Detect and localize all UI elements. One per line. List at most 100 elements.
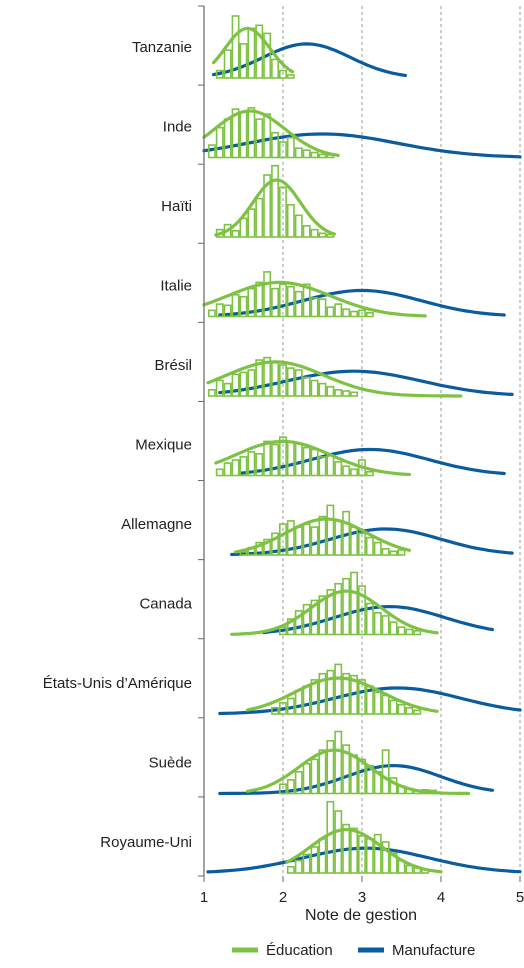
education-bar (286, 74, 295, 79)
x-tick-label: 1 (200, 889, 208, 906)
education-bar (342, 823, 351, 874)
education-bar (231, 230, 240, 238)
education-bar (294, 290, 303, 318)
education-bar (294, 214, 303, 238)
education-bar (255, 197, 264, 238)
education-bar (255, 359, 264, 397)
education-bar (286, 618, 295, 636)
education-bar (302, 603, 311, 636)
axis-layer: 1 2 3 4 5 (198, 5, 524, 906)
education-bar (357, 679, 366, 715)
manufacture-curve (218, 686, 522, 716)
education-bar (350, 468, 358, 477)
education-bar (286, 204, 295, 238)
education-bar (271, 164, 279, 238)
education-bar (255, 281, 264, 318)
education-bar (326, 739, 335, 795)
education-curve (214, 178, 336, 237)
education-curve (211, 26, 295, 74)
education-curve (214, 439, 411, 477)
education-bar (255, 541, 264, 556)
education-bar (286, 367, 295, 397)
legend-label: Manufacture (392, 942, 475, 959)
education-bar (278, 283, 287, 318)
education-bar (405, 628, 414, 636)
education-bar (223, 118, 232, 159)
country-row: Mexique (135, 436, 506, 477)
education-bar (373, 691, 382, 715)
education-bar (365, 838, 374, 874)
education-bar (310, 228, 319, 238)
education-bar (302, 283, 311, 318)
education-bar (350, 391, 358, 397)
education-bar (294, 442, 303, 477)
manufacture-curve (206, 846, 522, 874)
education-bar (278, 141, 287, 159)
manufacture-curve (211, 42, 407, 77)
education-bar (286, 285, 295, 318)
education-bar (286, 697, 295, 715)
education-bar (334, 388, 343, 397)
education-bar (326, 800, 335, 874)
education-curve (206, 360, 463, 398)
education-bar (231, 108, 240, 159)
education-bar (413, 629, 422, 636)
education-curve (245, 748, 471, 796)
education-bar (334, 582, 343, 636)
education-bar (342, 390, 351, 397)
education-bar (318, 749, 327, 795)
education-bar (342, 465, 351, 477)
education-bar (247, 369, 256, 397)
education-bar (326, 454, 335, 477)
education-bar (342, 672, 351, 715)
education-bar (326, 504, 335, 556)
education-bar (223, 462, 232, 477)
education-bar (239, 43, 248, 79)
education-bar (263, 440, 272, 477)
education-bar (357, 758, 366, 795)
education-bar (294, 147, 303, 159)
education-bar (365, 536, 374, 556)
education-bar (342, 510, 351, 556)
education-bar (286, 520, 295, 556)
education-bar (310, 379, 319, 397)
education-bar (302, 762, 311, 795)
education-bar (397, 703, 406, 715)
education-bar (318, 382, 327, 397)
education-bar (397, 549, 406, 556)
education-bar (318, 672, 327, 715)
education-bar (302, 685, 311, 715)
education-bar (350, 827, 358, 874)
education-bar (342, 744, 351, 795)
legend: Éducation Manufacture (232, 942, 475, 959)
education-bar (239, 295, 248, 318)
education-bar (326, 589, 335, 636)
education-bar (294, 770, 303, 795)
education-bar (231, 293, 240, 318)
education-bar (294, 526, 303, 556)
education-bar (373, 541, 382, 556)
education-bar (223, 49, 232, 79)
education-bar (310, 599, 319, 636)
country-row: Suède (149, 730, 494, 796)
education-bar (271, 361, 279, 397)
country-label: États-Unis d’Amérique (43, 675, 192, 692)
education-bar (215, 69, 224, 79)
education-bar (310, 526, 319, 556)
education-curve (234, 517, 411, 554)
education-bar (271, 532, 279, 556)
education-bar (357, 309, 366, 318)
grid-layer (282, 6, 521, 876)
education-bar (357, 585, 366, 636)
education-bar (310, 758, 319, 795)
x-tick-label: 3 (358, 889, 366, 906)
education-bar (278, 783, 287, 795)
education-bar (302, 149, 311, 159)
country-row: Canada (139, 571, 494, 636)
education-bar (302, 376, 311, 397)
education-bar (255, 24, 264, 79)
education-bar (215, 303, 224, 318)
education-bar (318, 595, 327, 636)
education-bar (263, 32, 272, 79)
education-bar (223, 304, 232, 318)
